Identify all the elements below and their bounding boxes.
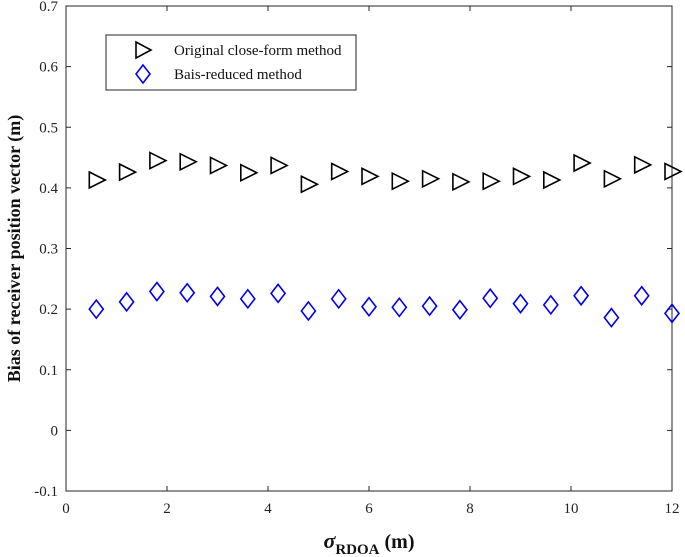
y-tick-label: 0.6	[39, 60, 58, 76]
bias-reduced-point	[209, 286, 226, 307]
y-tick-labels: -0.1 0 0.1 0.2 0.3 0.4 0.5 0.6 0.7	[34, 0, 58, 500]
bias-reduced-point	[603, 307, 620, 328]
x-tick-label: 8	[466, 501, 474, 517]
y-tick-label: 0.3	[39, 242, 58, 258]
bias-reduced-point	[118, 291, 135, 313]
bias-reduced-point	[663, 303, 681, 324]
bias-reduced-point	[270, 283, 287, 304]
y-tick-label: 0.2	[39, 302, 58, 318]
x-tick-label: 12	[665, 501, 680, 517]
original-method-point	[118, 162, 138, 182]
original-method-point	[512, 167, 532, 186]
bias-reduced-point	[360, 296, 378, 318]
axis-ticks	[65, 5, 673, 492]
x-tick-label: 4	[264, 501, 272, 517]
legend-label-original: Original close-form method	[174, 43, 342, 59]
bias-reduced-point	[88, 298, 105, 320]
original-method-point	[391, 171, 411, 191]
original-method-point	[330, 162, 350, 181]
y-tick-label: -0.1	[34, 484, 58, 500]
bias-reduced-point	[512, 293, 529, 314]
y-tick-label: 0.1	[39, 363, 58, 379]
x-tick-label: 0	[62, 501, 70, 517]
bias-reduced-point	[330, 288, 347, 310]
x-tick-label: 6	[365, 501, 373, 517]
legend: Original close-form method Bais-reduced …	[105, 34, 357, 91]
x-tick-label: 10	[564, 501, 579, 517]
legend-marker-diamond	[134, 63, 152, 85]
original-method-point	[452, 172, 471, 192]
x-axis-label-unit: (m)	[380, 531, 415, 553]
original-method-point	[240, 163, 259, 183]
bias-reduced-point	[239, 288, 256, 310]
original-method-point	[664, 162, 683, 181]
original-method-point	[603, 169, 623, 189]
legend-label-reduced: Bais-reduced method	[174, 67, 302, 83]
original-method-point	[542, 170, 562, 190]
x-tick-label: 2	[163, 501, 171, 517]
original-method-point	[633, 155, 653, 175]
data-markers	[88, 151, 683, 328]
original-method-point	[149, 151, 168, 170]
legend-box	[105, 34, 357, 91]
original-method-point	[361, 167, 380, 186]
x-axis-label: σRDOA (m)	[323, 528, 414, 557]
y-tick-label: 0.4	[39, 181, 58, 197]
x-tick-labels: 0 2 4 6 8 10 12	[62, 501, 679, 517]
bias-reduced-point	[421, 295, 438, 317]
y-tick-label: 0.5	[39, 120, 58, 136]
original-method-point	[179, 152, 198, 172]
legend-marker-triangle	[135, 40, 153, 60]
bias-reduced-point	[148, 281, 165, 302]
original-method-point	[421, 169, 441, 189]
original-method-point	[573, 153, 592, 173]
y-tick-label: 0.7	[39, 0, 58, 15]
original-method-point	[270, 156, 289, 175]
bias-reduced-point	[633, 285, 650, 307]
bias-reduced-point	[451, 299, 468, 321]
bias-reduced-point	[573, 285, 590, 307]
bias-reduced-point	[300, 300, 317, 322]
bias-reduced-point	[179, 282, 196, 304]
original-method-point	[209, 156, 229, 175]
original-method-point	[482, 171, 501, 191]
original-method-point	[300, 174, 320, 194]
original-method-point	[88, 170, 108, 190]
x-axis-label-subscript: RDOA	[335, 542, 379, 557]
y-axis-label: Bias of receiver position vector (m)	[4, 115, 25, 382]
bias-reduced-point	[482, 287, 499, 309]
bias-reduced-point	[391, 297, 408, 318]
bias-reduced-point	[542, 294, 559, 316]
x-axis-label-symbol: σ	[323, 528, 336, 553]
y-tick-label: 0	[51, 423, 59, 439]
